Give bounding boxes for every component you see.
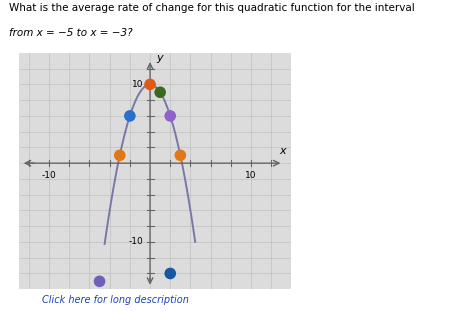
Point <box>177 153 184 158</box>
Text: 10: 10 <box>132 80 143 89</box>
Text: 10: 10 <box>245 171 257 180</box>
Text: -10: -10 <box>42 171 56 180</box>
Text: -10: -10 <box>128 238 143 246</box>
Point <box>166 271 174 276</box>
Point <box>96 279 103 284</box>
Point <box>116 153 124 158</box>
Point <box>166 114 174 118</box>
Point <box>146 82 154 87</box>
Text: What is the average rate of change for this quadratic function for the interval: What is the average rate of change for t… <box>9 3 415 13</box>
Text: from x = −5 to x = −3?: from x = −5 to x = −3? <box>9 28 133 38</box>
Text: Click here for long description: Click here for long description <box>42 295 189 305</box>
Text: y: y <box>156 53 163 63</box>
Text: x: x <box>279 146 286 156</box>
Point <box>126 114 133 118</box>
Point <box>157 90 164 95</box>
